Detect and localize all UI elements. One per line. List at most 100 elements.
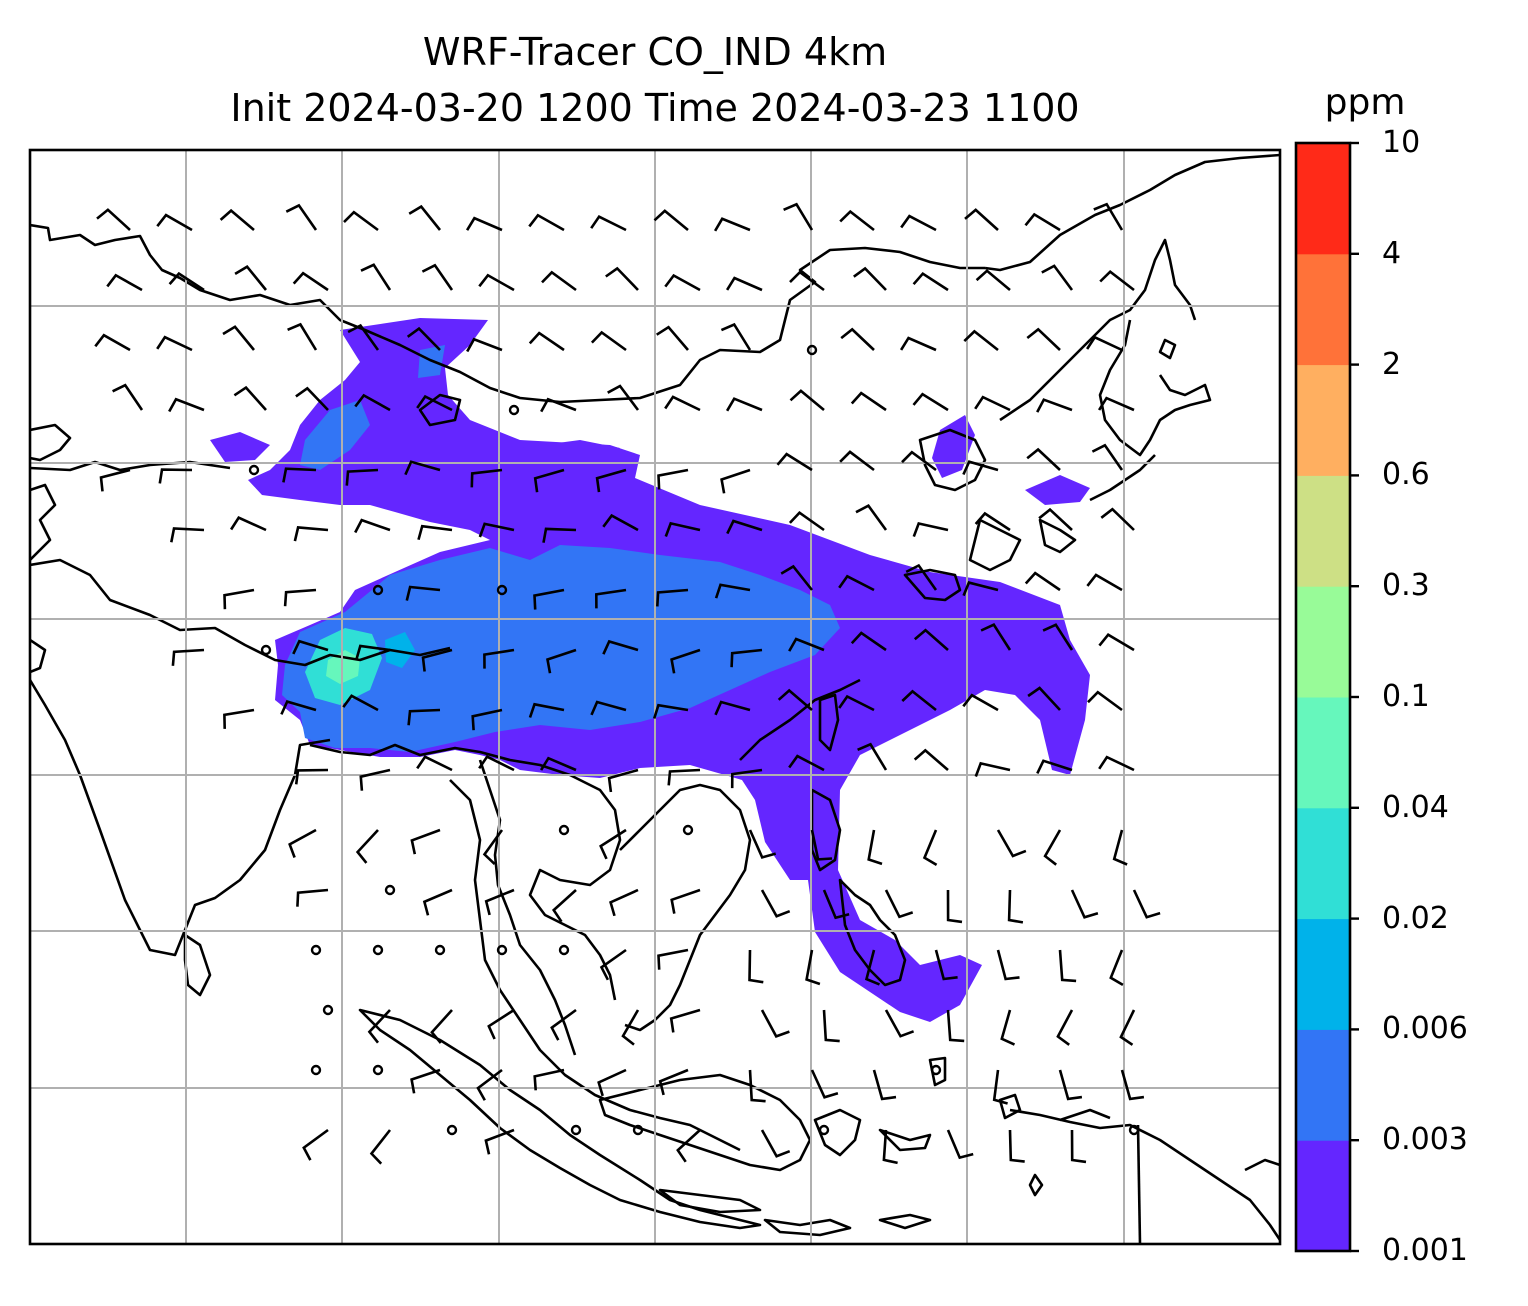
wind-barb: [884, 889, 914, 919]
wind-barb: [788, 637, 825, 652]
wind-barb: [421, 648, 453, 672]
wind-barb: [367, 1009, 391, 1044]
wind-barb: [1120, 1069, 1145, 1101]
colorbar: [1294, 141, 1359, 1253]
wind-barb: [407, 708, 441, 726]
wind-barb: [962, 581, 999, 597]
wind-barb: [934, 949, 958, 981]
wind-barb: [170, 527, 205, 543]
wind-barb: [599, 828, 627, 860]
wind-barb: [230, 516, 267, 532]
wind-barb: [416, 755, 453, 772]
wind-barb: [980, 623, 1012, 651]
wind-barb: [974, 395, 1011, 412]
wind-barb: [470, 468, 503, 488]
wind-barb: [760, 1009, 790, 1039]
wind-barb: [850, 391, 887, 412]
wind-barb: [621, 1009, 640, 1046]
wind-barb: [168, 271, 205, 292]
wind-barb: [1132, 889, 1161, 919]
wind-barb: [1091, 443, 1124, 471]
calm-wind-marker: [310, 944, 322, 956]
wind-barb: [293, 526, 329, 542]
wind-barb: [884, 1009, 915, 1038]
colorbar-tick-label: 0.003: [1382, 1122, 1468, 1158]
wind-barb: [901, 450, 937, 472]
wind-barb: [867, 829, 883, 866]
wind-barb: [1109, 949, 1124, 987]
wind-barb: [899, 336, 937, 352]
wind-barb: [776, 452, 813, 472]
colorbar-bin: [1296, 918, 1350, 1030]
wind-barb: [962, 693, 999, 712]
wind-barb: [542, 527, 577, 543]
wind-barb: [471, 708, 503, 731]
wind-barb: [288, 828, 317, 858]
wind-barb: [551, 889, 577, 923]
wind-barb: [282, 467, 317, 483]
wind-barb: [609, 888, 639, 917]
wind-barb: [1027, 686, 1061, 711]
wind-barb: [664, 273, 701, 292]
wind-barb: [594, 588, 627, 609]
wind-barb: [857, 742, 888, 771]
wind-barb: [1026, 447, 1061, 471]
wind-barb: [777, 688, 813, 711]
wind-barb: [810, 829, 833, 861]
calm-wind-marker: [446, 1124, 458, 1136]
wind-barb: [466, 337, 503, 353]
wind-barb: [1056, 1009, 1074, 1046]
calm-wind-marker: [558, 944, 570, 956]
wind-barb: [408, 204, 442, 231]
wind-barb: [664, 395, 701, 412]
wind-barb: [838, 574, 875, 592]
wind-barb: [725, 397, 763, 412]
wind-barb: [839, 209, 875, 232]
calm-wind-marker: [558, 824, 570, 836]
wind-barb: [421, 263, 454, 291]
wind-barb: [99, 468, 131, 492]
wind-barb: [546, 648, 577, 674]
wind-barb: [476, 1068, 503, 1101]
wind-barb: [905, 563, 938, 591]
wind-barb: [96, 208, 131, 231]
calm-wind-marker: [372, 944, 384, 956]
wind-barb: [714, 700, 751, 716]
calm-wind-marker: [260, 644, 272, 656]
calm-wind-marker: [632, 1124, 644, 1136]
wind-barb: [1086, 335, 1123, 352]
wind-barb: [292, 271, 329, 292]
wind-barb: [840, 327, 875, 351]
wind-barb: [528, 702, 565, 718]
wind-barb: [996, 829, 1027, 858]
colorbar-bin: [1296, 253, 1350, 366]
wind-barb: [405, 585, 441, 601]
wind-barb: [410, 828, 441, 855]
wind-barb: [219, 208, 255, 231]
wind-barb: [839, 450, 875, 472]
wind-barb: [725, 276, 763, 292]
calm-wind-marker: [384, 884, 396, 896]
wind-barb: [345, 468, 379, 486]
wind-barb: [417, 524, 453, 541]
wind-barb: [780, 564, 814, 591]
calm-wind-marker: [434, 944, 446, 956]
colorbar-bin: [1296, 364, 1350, 476]
colorbar-bin: [1296, 1029, 1350, 1141]
colorbar-bin: [1296, 697, 1350, 809]
wind-barb: [657, 948, 689, 970]
wind-barb: [760, 1129, 791, 1158]
wind-barb: [607, 384, 640, 411]
wind-barb: [599, 948, 627, 981]
wind-barb: [900, 214, 937, 232]
calm-wind-marker: [1128, 1124, 1140, 1136]
wind-barb: [652, 703, 689, 719]
calm-wind-marker: [310, 1064, 322, 1076]
wind-barb: [913, 628, 949, 651]
wind-barb: [730, 648, 763, 668]
calm-wind-marker: [818, 1124, 830, 1136]
wind-barb: [656, 325, 689, 351]
wind-barb: [853, 266, 887, 291]
wind-barb: [670, 648, 701, 674]
wind-barb: [748, 949, 764, 984]
